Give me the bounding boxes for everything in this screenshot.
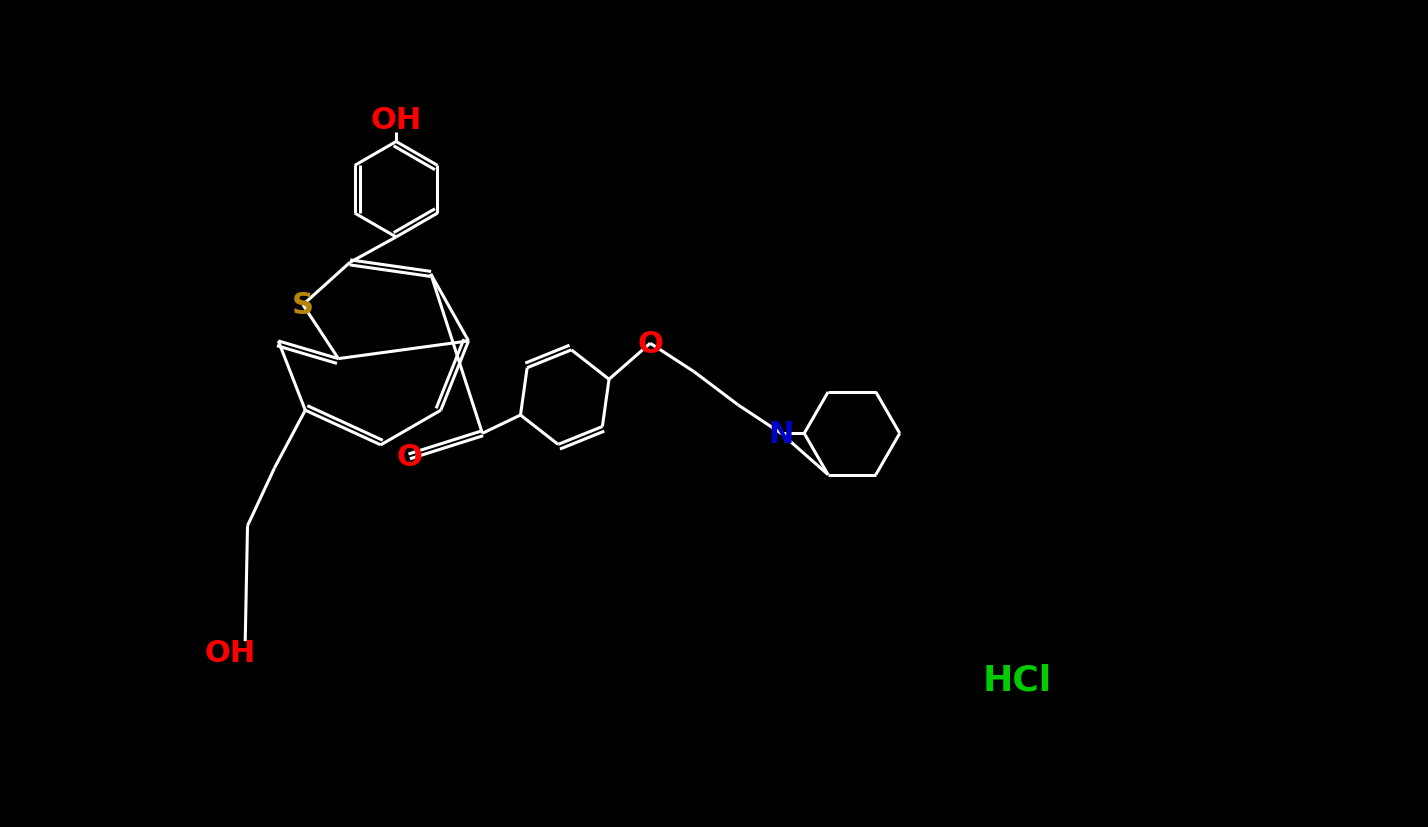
Text: OH: OH (370, 107, 421, 136)
Text: O: O (637, 329, 663, 358)
Text: O: O (397, 442, 423, 471)
Text: N: N (768, 419, 794, 448)
Text: OH: OH (204, 638, 256, 667)
Text: S: S (291, 291, 314, 320)
Text: HCl: HCl (982, 663, 1052, 697)
